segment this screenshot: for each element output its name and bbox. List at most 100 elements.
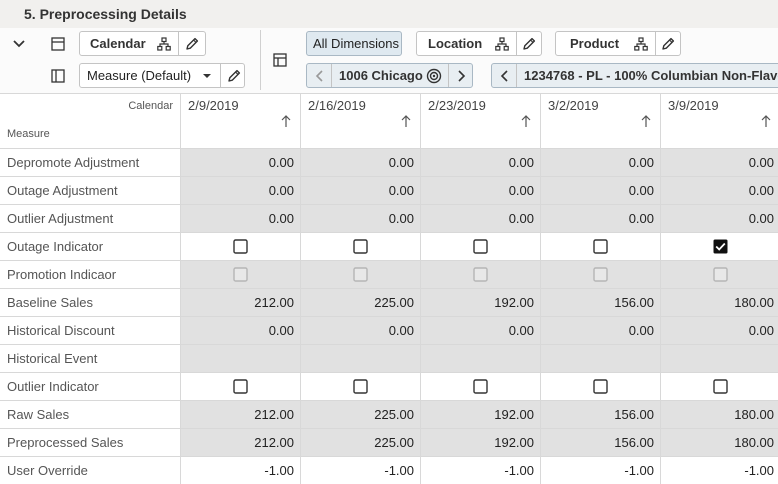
cell-value: 156.00 [614, 435, 654, 450]
hierarchy-icon[interactable] [495, 37, 509, 51]
row-label: Outage Indicator [7, 239, 104, 254]
row-label: Preprocessed Sales [7, 435, 124, 450]
data-cell: 156.00 [541, 401, 661, 429]
data-cell [301, 345, 421, 373]
cell-value: 0.00 [628, 155, 654, 170]
checkbox [473, 267, 488, 282]
data-cell: 0.00 [661, 149, 778, 177]
cell-value: 0.00 [748, 211, 774, 226]
edit-icon[interactable] [660, 36, 676, 52]
row-label: Promotion Indicaor [7, 267, 117, 282]
column-header[interactable]: 2/9/2019 [181, 94, 301, 149]
data-cell[interactable]: -1.00 [301, 457, 421, 484]
row-label: Historical Discount [7, 323, 115, 338]
data-cell[interactable]: -1.00 [661, 457, 778, 484]
layout-icon[interactable] [51, 69, 65, 83]
data-cell[interactable] [181, 233, 301, 261]
checkbox[interactable] [713, 239, 728, 254]
sort-arrow[interactable] [761, 114, 771, 128]
data-cell: 180.00 [661, 289, 778, 317]
data-cell[interactable]: -1.00 [541, 457, 661, 484]
separator [220, 64, 221, 87]
product-navigator: 1234768 - PL - 100% Columbian Non-Flavor… [491, 63, 778, 88]
edit-icon[interactable] [521, 36, 537, 52]
separator [655, 32, 656, 55]
target-icon[interactable] [426, 68, 442, 84]
data-cell [661, 345, 778, 373]
data-cell[interactable] [661, 373, 778, 401]
data-cell[interactable] [301, 233, 421, 261]
data-cell[interactable]: -1.00 [421, 457, 541, 484]
column-header[interactable]: 3/2/2019 [541, 94, 661, 149]
edit-icon[interactable] [226, 68, 242, 84]
checkbox[interactable] [233, 379, 248, 394]
measure-dropdown[interactable]: Measure (Default) [79, 63, 245, 88]
checkbox[interactable] [593, 379, 608, 394]
row-label: Depromote Adjustment [7, 155, 140, 170]
row-header: User Override [0, 457, 181, 484]
product-button[interactable]: Product [555, 31, 681, 56]
data-cell [181, 261, 301, 289]
cell-value: 0.00 [268, 155, 294, 170]
next-button[interactable] [456, 70, 466, 82]
edit-icon[interactable] [184, 36, 200, 52]
cell-value: 0.00 [628, 323, 654, 338]
row-label: Outage Adjustment [7, 183, 118, 198]
checkbox[interactable] [353, 239, 368, 254]
data-cell: 192.00 [421, 289, 541, 317]
sort-arrow[interactable] [281, 114, 291, 128]
cell-value: 192.00 [494, 435, 534, 450]
previous-button[interactable] [500, 70, 510, 82]
collapse-toggle[interactable] [12, 38, 26, 50]
checkbox[interactable] [473, 379, 488, 394]
data-cell: 0.00 [181, 317, 301, 345]
checkbox [713, 267, 728, 282]
data-cell: 225.00 [301, 429, 421, 457]
data-cell[interactable] [661, 233, 778, 261]
column-header[interactable]: 2/23/2019 [421, 94, 541, 149]
data-cell[interactable] [421, 373, 541, 401]
checkbox[interactable] [353, 379, 368, 394]
row-label: Baseline Sales [7, 295, 93, 310]
cell-value: 180.00 [734, 435, 774, 450]
sort-arrow[interactable] [641, 114, 651, 128]
row-axis-label: Measure [7, 128, 50, 140]
column-date: 3/9/2019 [668, 98, 719, 113]
data-cell [301, 261, 421, 289]
data-cell[interactable]: -1.00 [181, 457, 301, 484]
column-header[interactable]: 2/16/2019 [301, 94, 421, 149]
hierarchy-icon[interactable] [157, 37, 171, 51]
previous-button[interactable] [315, 70, 325, 82]
data-cell: 0.00 [421, 149, 541, 177]
sort-arrow[interactable] [521, 114, 531, 128]
column-header[interactable]: 3/9/2019 [661, 94, 778, 149]
location-button[interactable]: Location [416, 31, 542, 56]
hierarchy-icon[interactable] [634, 37, 648, 51]
sort-arrow[interactable] [401, 114, 411, 128]
checkbox[interactable] [233, 239, 248, 254]
checkbox[interactable] [713, 379, 728, 394]
checkbox[interactable] [593, 239, 608, 254]
data-cell[interactable] [541, 233, 661, 261]
data-cell: 0.00 [301, 205, 421, 233]
data-cell: 0.00 [661, 177, 778, 205]
calendar-button[interactable]: Calendar [79, 31, 206, 56]
cell-value: 0.00 [508, 211, 534, 226]
pivot-icon[interactable] [273, 53, 287, 67]
data-cell: 0.00 [661, 317, 778, 345]
checkbox[interactable] [473, 239, 488, 254]
data-cell: 0.00 [541, 317, 661, 345]
layout-icon[interactable] [51, 37, 65, 51]
all-dimensions-button[interactable]: All Dimensions [306, 31, 402, 56]
data-cell[interactable] [181, 373, 301, 401]
row-header: Outlier Adjustment [0, 205, 181, 233]
data-cell[interactable] [421, 233, 541, 261]
data-cell[interactable] [541, 373, 661, 401]
data-cell: 156.00 [541, 429, 661, 457]
column-date: 2/23/2019 [428, 98, 486, 113]
row-label: Outlier Indicator [7, 379, 99, 394]
divider [260, 30, 261, 90]
data-cell[interactable] [301, 373, 421, 401]
separator [178, 32, 179, 55]
button-label: Product [570, 36, 620, 51]
